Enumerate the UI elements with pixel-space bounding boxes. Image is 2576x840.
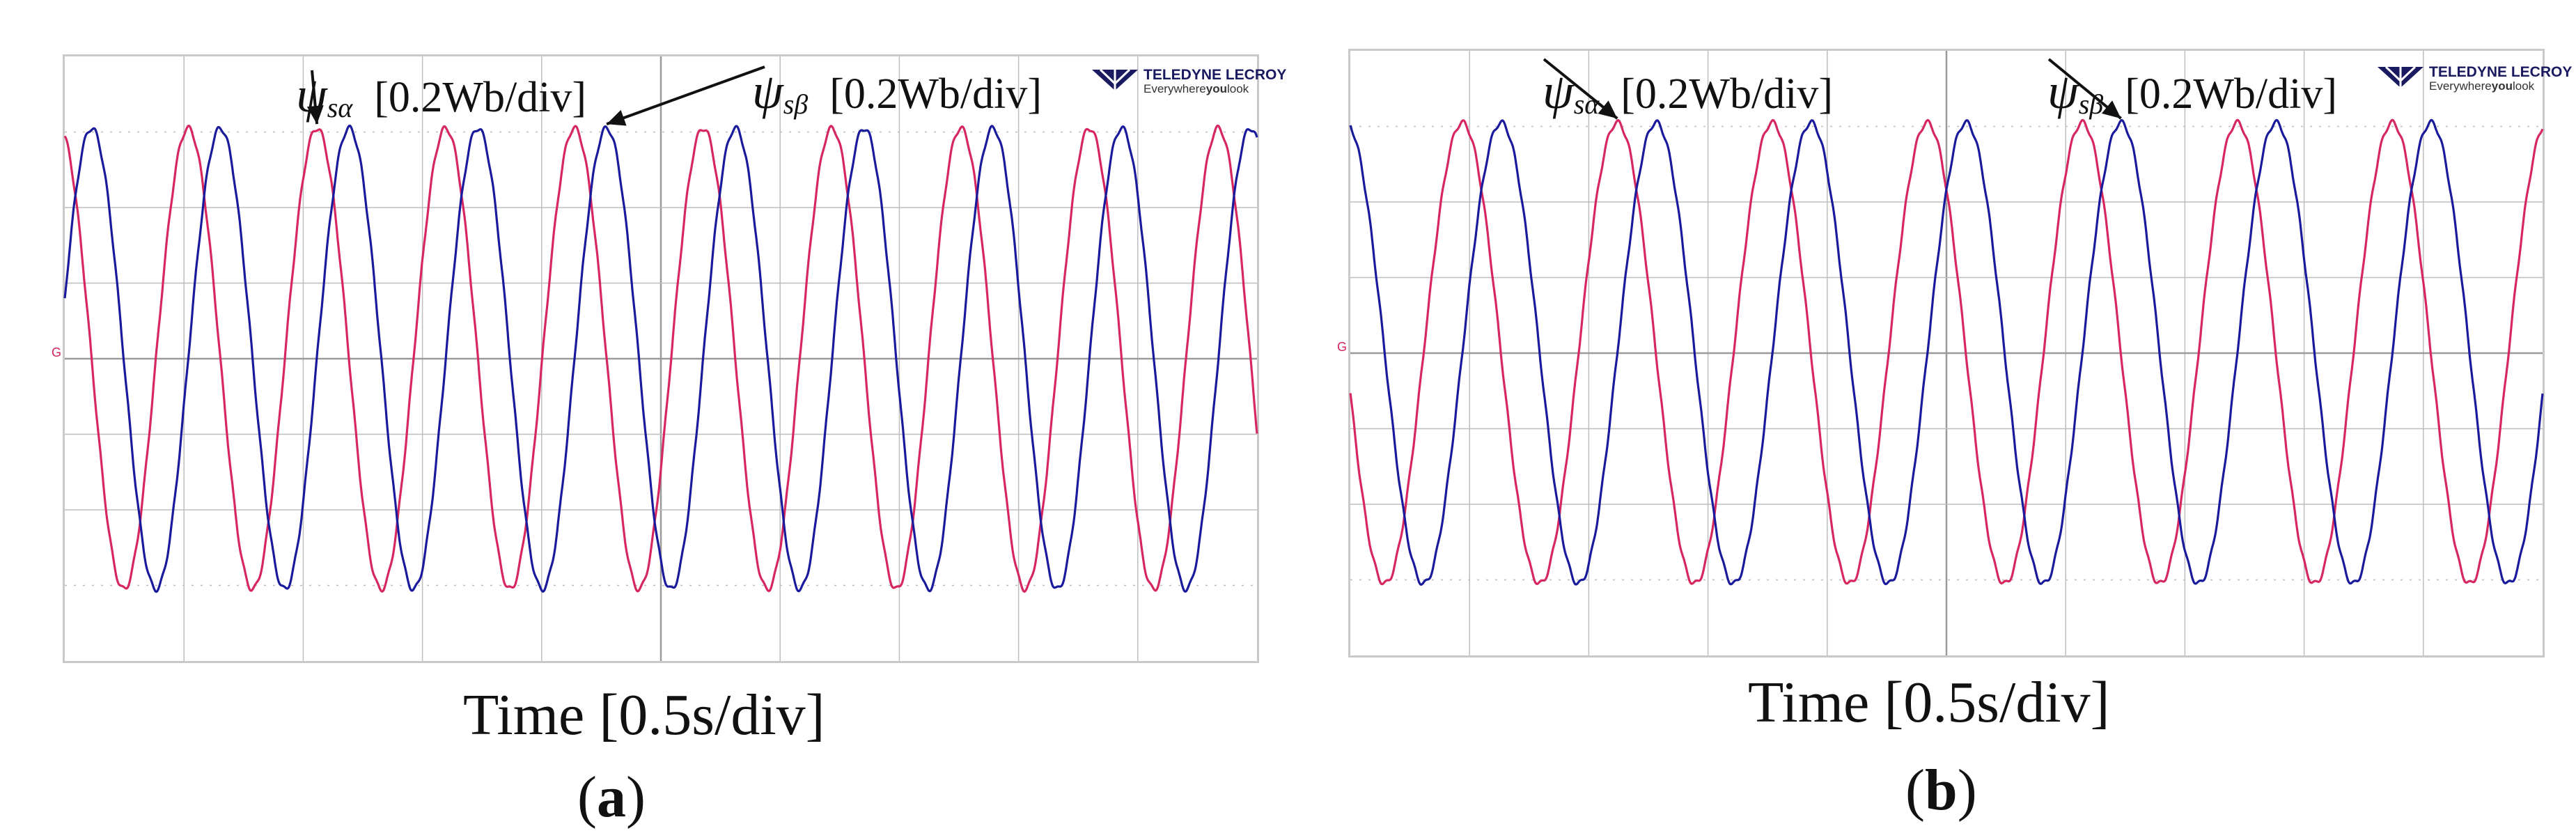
label-psi-beta-a: ψsβ [0.2Wb/div] (752, 63, 1042, 120)
trace-psi-s-beta (63, 124, 1258, 593)
x-axis-label-a: Time [0.5s/div] (463, 683, 825, 747)
brand-tag-b: Everywhereyoulook (2429, 79, 2535, 93)
arrowhead-icon (1598, 100, 1618, 119)
arrowhead-icon (607, 109, 627, 126)
teledyne-logo-icon (1092, 68, 1138, 91)
arrowhead-icon (306, 105, 324, 125)
oscilloscope-plot-a (63, 54, 1259, 663)
label-psi-alpha-b: ψsα [0.2Wb/div] (1543, 63, 1834, 120)
brand-name-a: TELEDYNE LECROY (1143, 67, 1287, 83)
teledyne-logo-icon (2378, 65, 2423, 88)
channel-marker-b: G (1337, 340, 1348, 354)
scale-beta-b: [0.2Wb/div] (2125, 70, 2337, 118)
trace-psi-s-alpha (63, 124, 1258, 593)
channel-marker-a: G (52, 345, 62, 359)
brand-name-b: TELEDYNE LECROY (2429, 64, 2573, 80)
scale-alpha-a: [0.2Wb/div] (374, 74, 587, 121)
label-pointer-arrow (606, 65, 765, 125)
arrowhead-icon (2101, 100, 2121, 119)
x-axis-label-b: Time [0.5s/div] (1748, 670, 2110, 735)
figure-caption-b: (b) (1905, 758, 1977, 823)
scale-beta-a: [0.2Wb/div] (829, 70, 1042, 118)
label-psi-beta-b: ψsβ [0.2Wb/div] (2047, 63, 2337, 120)
figure-caption-a: (a) (577, 765, 646, 830)
scale-alpha-b: [0.2Wb/div] (1621, 70, 1834, 118)
plot-area-b (1349, 51, 2544, 655)
plot-area-a (63, 56, 1258, 661)
brand-tag-a: Everywhereyoulook (1143, 82, 1249, 96)
trace-psi-s-beta (1349, 118, 2544, 586)
oscilloscope-plot-b (1348, 49, 2545, 658)
label-psi-alpha-a: ψsα [0.2Wb/div] (296, 67, 587, 123)
